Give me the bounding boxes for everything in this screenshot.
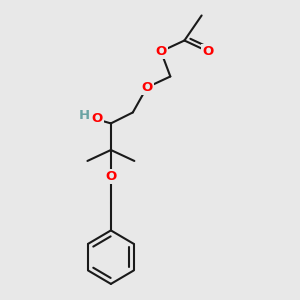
Text: O: O — [105, 170, 116, 183]
Text: O: O — [202, 45, 214, 58]
Text: O: O — [141, 81, 152, 94]
Text: O: O — [155, 45, 167, 58]
Text: H: H — [79, 109, 90, 122]
Text: O: O — [92, 112, 103, 125]
